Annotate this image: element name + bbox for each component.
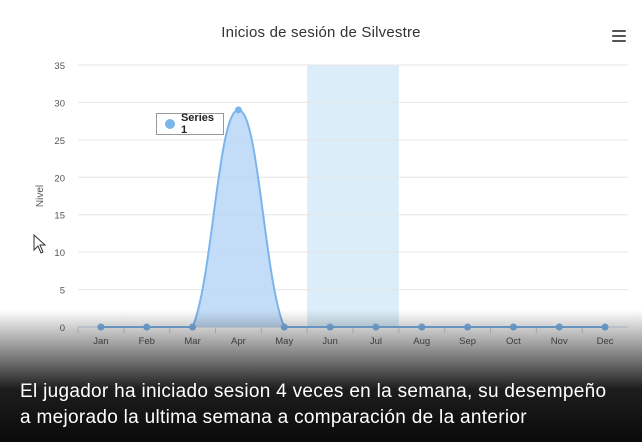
plot-band bbox=[307, 65, 399, 327]
area-chart: 05101520253035JanFebMarAprMayJunJulAugSe… bbox=[35, 61, 628, 347]
chart-title: Inicios de sesión de Silvestre bbox=[221, 24, 421, 41]
caption-line-1: El jugador ha iniciado sesion 4 veces en… bbox=[20, 381, 607, 402]
y-axis-label: Nivel bbox=[35, 185, 46, 207]
y-tick-label: 10 bbox=[54, 248, 65, 259]
series-area bbox=[100, 109, 606, 328]
data-point bbox=[234, 106, 242, 114]
caption-overlay bbox=[0, 310, 642, 442]
y-tick-label: 30 bbox=[54, 98, 65, 109]
y-tick-label: 25 bbox=[54, 136, 65, 147]
y-tick-label: 15 bbox=[54, 211, 65, 222]
y-tick-label: 5 bbox=[60, 286, 65, 297]
legend[interactable]: Series 1 bbox=[156, 112, 224, 136]
mouse-pointer-icon bbox=[33, 234, 47, 254]
legend-marker bbox=[165, 119, 175, 129]
hamburger-menu-icon[interactable] bbox=[612, 30, 626, 42]
caption-text: El jugador ha iniciado sesion 4 veces en… bbox=[20, 379, 640, 431]
y-tick-label: 20 bbox=[54, 173, 65, 184]
caption-line-2: a mejorado la ultima semana a comparació… bbox=[20, 407, 527, 428]
y-tick-label: 35 bbox=[54, 61, 65, 72]
legend-label: Series 1 bbox=[180, 112, 214, 136]
